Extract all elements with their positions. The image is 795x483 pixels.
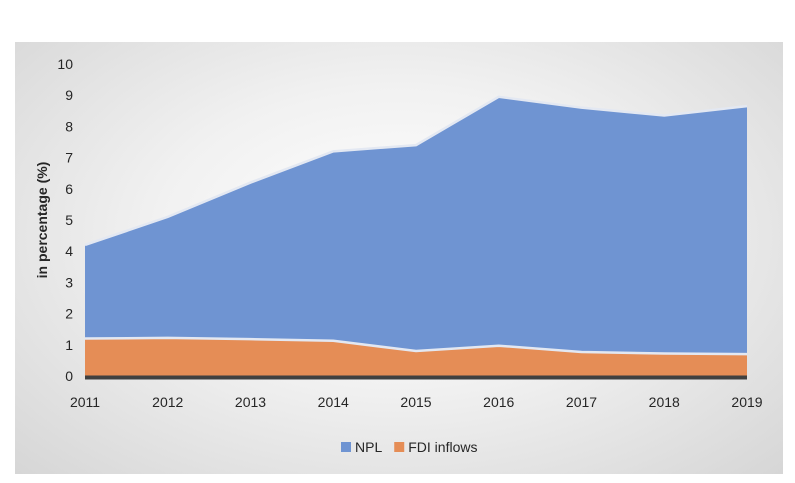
x-tick-label: 2016 (483, 394, 514, 410)
y-tick-label: 8 (65, 118, 73, 134)
x-tick-label: 2013 (235, 394, 266, 410)
legend-swatch (394, 442, 405, 452)
x-axis-ticks: 2011 2012 2013 2014 2015 2016 2017 2018 2019 (70, 394, 763, 410)
series-edge-1 (84, 336, 748, 356)
y-axis-title: in percentage (%) (34, 162, 50, 279)
x-tick-label: 2015 (400, 394, 431, 410)
x-tick-label: 2012 (152, 394, 183, 410)
legend-label: NPL (355, 439, 382, 455)
x-tick-label: 2017 (566, 394, 597, 410)
y-axis-ticks: 0 1 2 3 4 5 6 7 8 9 10 (57, 56, 73, 384)
chart-area: 0 1 2 3 4 5 6 7 8 9 10 2011 2012 2013 2014 2015 2016 201… (15, 42, 783, 474)
y-tick-label: 7 (65, 150, 73, 166)
y-tick-label: 2 (65, 306, 73, 322)
x-tick-label: 2018 (649, 394, 680, 410)
legend-label: FDI inflows (408, 439, 477, 455)
x-tick-label: 2014 (318, 394, 349, 410)
series-area-0 (85, 96, 747, 376)
x-tick-label: 2019 (731, 394, 762, 410)
series-edge-0 (84, 95, 748, 247)
y-tick-label: 10 (57, 56, 73, 72)
series-areas (84, 95, 748, 376)
y-tick-label: 5 (65, 212, 73, 228)
plot-area (84, 95, 748, 380)
y-tick-label: 0 (65, 368, 73, 384)
legend-swatch (341, 442, 351, 452)
y-tick-label: 3 (65, 274, 73, 290)
y-tick-label: 9 (65, 87, 73, 103)
y-tick-label: 4 (65, 243, 73, 259)
series-area-1 (85, 337, 747, 376)
x-tick-label: 2011 (70, 394, 100, 410)
y-tick-label: 6 (65, 181, 73, 197)
y-tick-label: 1 (65, 337, 73, 353)
legend: NPL FDI inflows (341, 439, 477, 455)
